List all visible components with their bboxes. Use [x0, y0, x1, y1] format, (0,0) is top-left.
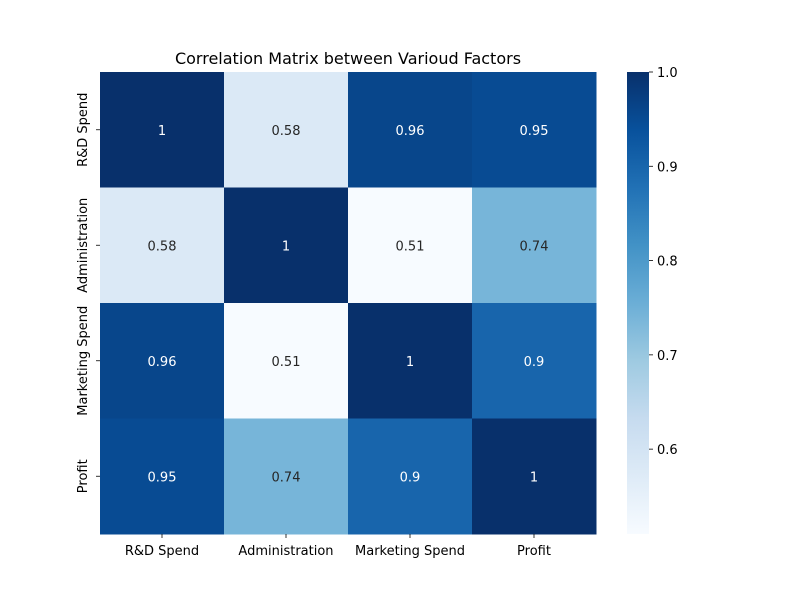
heatmap-cells	[100, 72, 597, 535]
cell-annotation: 0.96	[396, 124, 425, 139]
x-tick-label: Profit	[517, 544, 551, 559]
y-tick-label: Profit	[76, 459, 91, 493]
colorbar-tick-label: 0.8	[657, 255, 678, 270]
colorbar-tick-label: 0.9	[657, 160, 678, 175]
heatmap-cell	[100, 187, 225, 304]
cell-annotation: 1	[406, 355, 414, 370]
y-tick-label: R&D Spend	[76, 93, 91, 167]
cell-annotation: 0.9	[524, 355, 545, 370]
colorbar-ticks: 0.6 0.7 0.8 0.9 1.0	[649, 66, 678, 458]
heatmap-cell	[224, 418, 349, 535]
cell-annotation: 0.51	[396, 239, 425, 254]
y-tick-label: Administration	[76, 198, 91, 293]
cell-annotation: 0.58	[272, 124, 301, 139]
heatmap-cell	[348, 303, 473, 419]
heatmap-annotations: 1 0.58 0.96 0.95 0.58 1 0.51 0.74 0.96 0.51 1 0.9 0.…	[148, 124, 549, 486]
cell-annotation: 0.51	[272, 355, 301, 370]
heatmap-cell	[472, 72, 597, 188]
colorbar-tick-label: 0.7	[657, 349, 678, 364]
cell-annotation: 0.74	[272, 470, 301, 485]
x-tick-label: Administration	[238, 544, 333, 559]
x-axis: R&D Spend Administration Marketing Spend Pr…	[125, 534, 551, 559]
cell-annotation: 1	[158, 124, 166, 139]
heatmap-cell	[224, 303, 349, 419]
cell-annotation: 0.74	[520, 239, 549, 254]
heatmap-cell	[100, 72, 225, 188]
heatmap-cell	[224, 72, 349, 188]
y-tick-label: Marketing Spend	[76, 306, 91, 416]
cell-annotation: 0.9	[400, 470, 421, 485]
heatmap-cell	[348, 187, 473, 304]
y-axis: R&D Spend Administration Marketing Spend Pr…	[76, 93, 100, 493]
colorbar-tick-label: 1.0	[657, 66, 678, 81]
x-tick-label: Marketing Spend	[355, 544, 465, 559]
x-tick-label: R&D Spend	[125, 544, 199, 559]
cell-annotation: 1	[282, 239, 290, 254]
heatmap-cell	[472, 418, 597, 535]
heatmap-cell	[472, 187, 597, 304]
cell-annotation: 0.96	[148, 355, 177, 370]
cell-annotation: 0.95	[148, 470, 177, 485]
heatmap-cell	[100, 418, 225, 535]
cell-annotation: 0.58	[148, 239, 177, 254]
cell-annotation: 1	[530, 470, 538, 485]
chart-title: Correlation Matrix between Varioud Facto…	[175, 49, 521, 68]
cell-annotation: 0.95	[520, 124, 549, 139]
heatmap-cell	[348, 418, 473, 535]
colorbar	[627, 72, 649, 534]
heatmap-cell	[100, 303, 225, 419]
heatmap-cell	[348, 72, 473, 188]
colorbar-tick-label: 0.6	[657, 443, 678, 458]
heatmap-cell	[224, 187, 349, 304]
heatmap-cell	[472, 303, 597, 419]
